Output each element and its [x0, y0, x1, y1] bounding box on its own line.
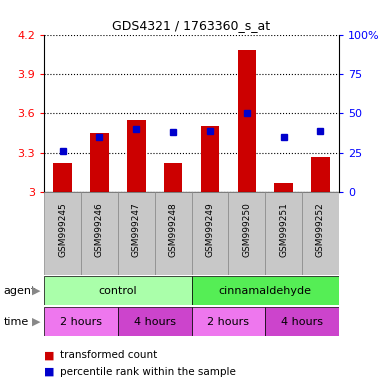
- Text: 4 hours: 4 hours: [281, 316, 323, 327]
- Text: GSM999251: GSM999251: [279, 202, 288, 257]
- Text: GSM999252: GSM999252: [316, 202, 325, 257]
- Bar: [311, 157, 330, 192]
- Text: GSM999245: GSM999245: [58, 202, 67, 257]
- Bar: [228, 192, 265, 275]
- Text: percentile rank within the sample: percentile rank within the sample: [60, 367, 236, 377]
- Text: 4 hours: 4 hours: [134, 316, 176, 327]
- Text: GSM999249: GSM999249: [206, 202, 214, 257]
- Text: GSM999250: GSM999250: [242, 202, 251, 257]
- Bar: [44, 307, 118, 336]
- Bar: [302, 192, 339, 275]
- Text: ■: ■: [44, 367, 55, 377]
- Bar: [265, 192, 302, 275]
- Bar: [192, 192, 228, 275]
- Bar: [201, 126, 219, 192]
- Bar: [192, 307, 265, 336]
- Text: time: time: [4, 316, 29, 327]
- Text: 2 hours: 2 hours: [60, 316, 102, 327]
- Text: ▶: ▶: [32, 316, 41, 327]
- Bar: [192, 276, 339, 305]
- Bar: [44, 192, 81, 275]
- Text: transformed count: transformed count: [60, 350, 157, 360]
- Bar: [265, 307, 339, 336]
- Text: cinnamaldehyde: cinnamaldehyde: [219, 286, 312, 296]
- Bar: [90, 133, 109, 192]
- Text: GSM999248: GSM999248: [169, 202, 177, 257]
- Text: GSM999246: GSM999246: [95, 202, 104, 257]
- Bar: [155, 192, 192, 275]
- Text: ▶: ▶: [32, 286, 41, 296]
- Title: GDS4321 / 1763360_s_at: GDS4321 / 1763360_s_at: [112, 19, 271, 32]
- Text: agent: agent: [4, 286, 36, 296]
- Bar: [81, 192, 118, 275]
- Bar: [164, 163, 182, 192]
- Text: GSM999247: GSM999247: [132, 202, 141, 257]
- Bar: [238, 50, 256, 192]
- Bar: [118, 307, 192, 336]
- Text: ■: ■: [44, 350, 55, 360]
- Text: control: control: [99, 286, 137, 296]
- Bar: [54, 163, 72, 192]
- Bar: [118, 192, 155, 275]
- Bar: [275, 183, 293, 192]
- Bar: [127, 120, 146, 192]
- Bar: [44, 276, 192, 305]
- Text: 2 hours: 2 hours: [208, 316, 249, 327]
